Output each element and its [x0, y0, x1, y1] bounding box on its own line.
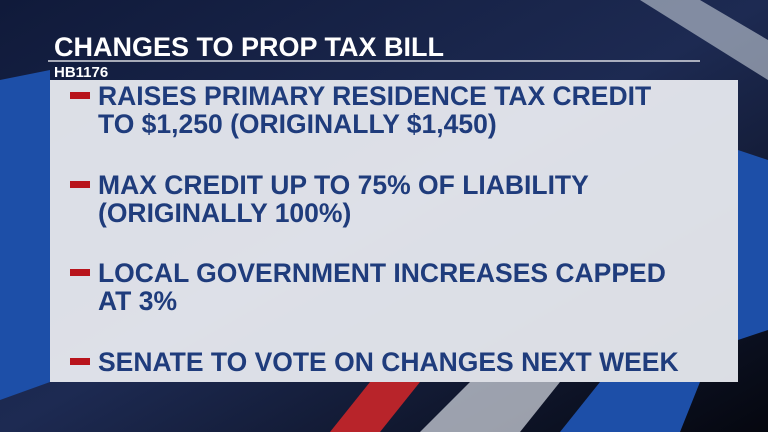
bullet-text: LOCAL GOVERNMENT INCREASES CAPPED	[98, 258, 666, 288]
bullet-text: TO $1,250 (ORIGINALLY $1,450)	[98, 109, 497, 139]
bullet-marker	[70, 181, 90, 188]
bullet-marker	[70, 358, 90, 365]
light-stripe	[640, 0, 768, 80]
bullet-text: AT 3%	[98, 286, 177, 316]
bullet-text: SENATE TO VOTE ON CHANGES NEXT WEEK	[98, 347, 679, 377]
blue-stripe	[0, 70, 50, 400]
red-stripe	[330, 382, 420, 432]
content-panel	[50, 80, 738, 382]
blue-stripe	[738, 150, 768, 340]
light-stripe	[420, 382, 560, 432]
bullet-marker	[70, 269, 90, 276]
bullet-text: RAISES PRIMARY RESIDENCE TAX CREDIT	[98, 81, 651, 111]
blue-stripe	[560, 382, 700, 432]
subtitle: HB1176	[54, 64, 108, 81]
bullet-text: (ORIGINALLY 100%)	[98, 198, 351, 228]
bullet-marker	[70, 92, 90, 99]
bullet-text: MAX CREDIT UP TO 75% OF LIABILITY	[98, 170, 589, 200]
title: CHANGES TO PROP TAX BILL	[54, 32, 444, 62]
